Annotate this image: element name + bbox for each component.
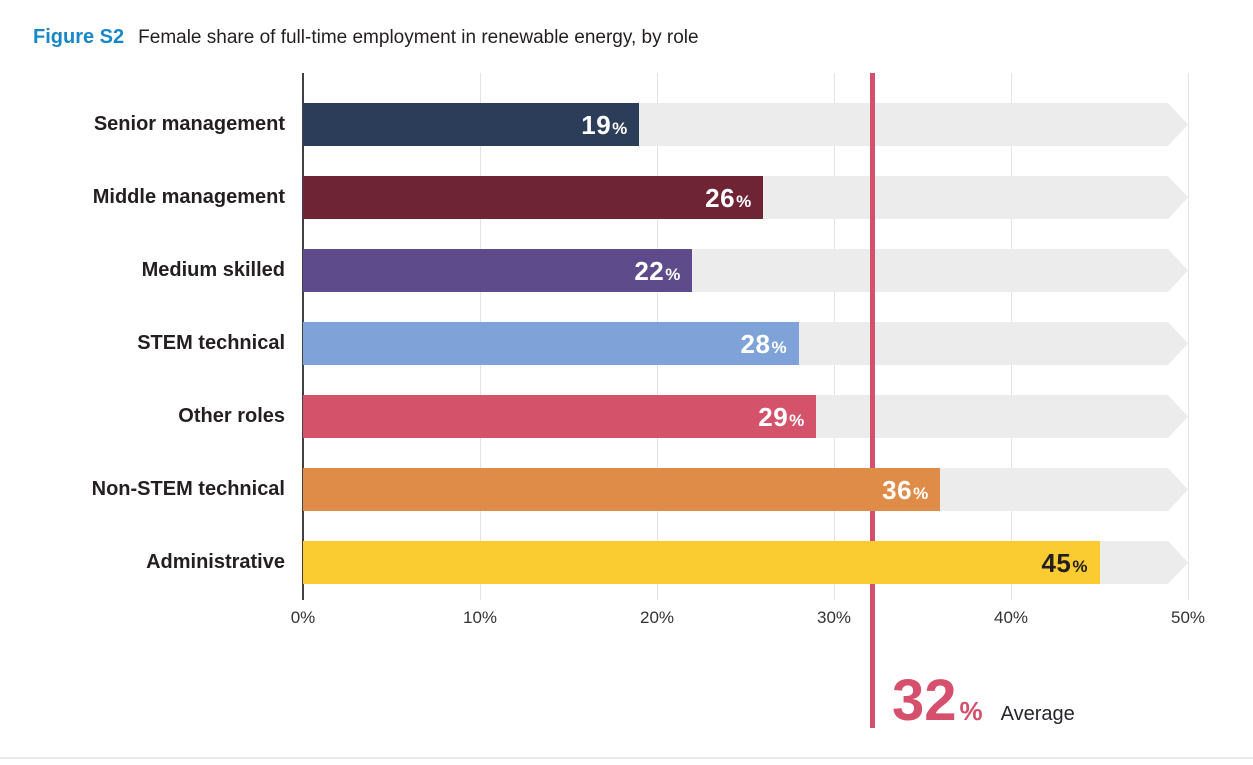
- gridline-50: [1188, 73, 1189, 600]
- x-tick-20: 20%: [639, 608, 675, 627]
- bar-value-label: 28%: [741, 331, 799, 357]
- bar-value-percent-sign: %: [1072, 556, 1088, 576]
- bar-senior-management: 19%: [303, 103, 640, 146]
- bar-value-percent-sign: %: [736, 191, 752, 211]
- category-label-senior-management: Senior management: [93, 113, 285, 135]
- bar-value-percent-sign: %: [913, 483, 929, 503]
- bar-value-label: 29%: [758, 404, 816, 430]
- figure-title-text: Female share of full-time employment in …: [138, 27, 699, 48]
- bar-value-label: 22%: [634, 258, 692, 284]
- bar-value-percent-sign: %: [612, 118, 628, 138]
- bars-layer: 19% 26% 22% 28% 29% 36% 45%: [303, 73, 1188, 600]
- x-tick-0: 0%: [290, 608, 316, 627]
- bar-value-number: 28: [740, 328, 771, 359]
- category-label-medium-skilled: Medium skilled: [141, 259, 285, 281]
- category-label-administrative: Administrative: [146, 551, 285, 573]
- bar-value-number: 29: [758, 401, 789, 432]
- bar-non-stem-technical: 36%: [303, 468, 941, 511]
- footer-divider: [0, 757, 1253, 759]
- bar-value-number: 45: [1041, 547, 1072, 578]
- bar-value-label: 45%: [1041, 550, 1099, 576]
- category-label-other-roles: Other roles: [178, 405, 285, 427]
- bar-value-label: 36%: [882, 477, 940, 503]
- average-percent-sign: %: [959, 696, 983, 726]
- bar-value-number: 26: [705, 182, 736, 213]
- chart-title: Figure S2 Female share of full-time empl…: [33, 26, 699, 49]
- x-tick-40: 40%: [993, 608, 1029, 627]
- bar-value-percent-sign: %: [789, 410, 805, 430]
- figure-number-label: Figure S2: [33, 26, 125, 48]
- category-label-middle-management: Middle management: [92, 186, 285, 208]
- bar-value-percent-sign: %: [771, 337, 787, 357]
- bar-other-roles: 29%: [303, 395, 817, 438]
- bar-stem-technical: 28%: [303, 322, 799, 365]
- category-label-non-stem-technical: Non-STEM technical: [91, 478, 285, 500]
- bar-value-label: 26%: [705, 185, 763, 211]
- bar-value-label: 19%: [581, 112, 639, 138]
- bar-value-number: 19: [581, 109, 612, 140]
- average-reference-line: [870, 73, 875, 728]
- average-annotation: 32 % Average: [892, 672, 1075, 730]
- bar-value-percent-sign: %: [665, 264, 681, 284]
- bar-value-number: 36: [882, 474, 913, 505]
- x-tick-10: 10%: [462, 608, 498, 627]
- bar-middle-management: 26%: [303, 176, 764, 219]
- x-axis-tick-labels: 0% 10% 20% 30% 40% 50%: [291, 608, 1205, 634]
- x-tick-30: 30%: [816, 608, 852, 627]
- category-label-stem-technical: STEM technical: [137, 332, 285, 354]
- bar-administrative: 45%: [303, 541, 1100, 584]
- bar-value-number: 22: [634, 255, 665, 286]
- x-tick-50: 50%: [1170, 608, 1206, 627]
- average-value: 32: [892, 668, 957, 733]
- bar-medium-skilled: 22%: [303, 249, 693, 292]
- average-label: Average: [1000, 703, 1075, 725]
